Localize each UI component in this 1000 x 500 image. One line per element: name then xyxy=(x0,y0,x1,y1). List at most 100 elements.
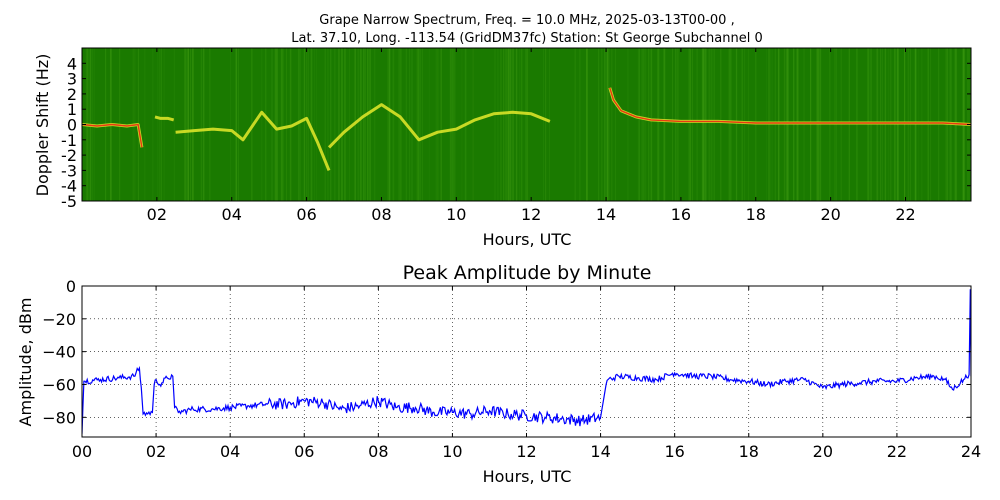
spectrogram-xtick-label: 06 xyxy=(296,205,316,224)
amplitude-xtick-label: 14 xyxy=(590,442,610,461)
noise-stripe xyxy=(418,48,419,201)
noise-stripe xyxy=(710,48,712,201)
amplitude-series-line xyxy=(82,289,971,434)
noise-stripe xyxy=(644,48,647,201)
noise-stripe xyxy=(719,48,722,201)
noise-stripe xyxy=(627,48,629,201)
noise-stripe xyxy=(526,48,529,201)
spectrogram-ytick-label: -1 xyxy=(61,131,77,150)
noise-stripe xyxy=(362,48,365,201)
figure-title-line1: Grape Narrow Spectrum, Freq. = 10.0 MHz,… xyxy=(319,13,734,28)
noise-stripe xyxy=(696,48,698,201)
noise-stripe xyxy=(286,48,287,201)
spectrogram-xtick-label: 22 xyxy=(895,205,915,224)
noise-stripe xyxy=(742,48,743,201)
noise-stripe xyxy=(691,48,693,201)
noise-stripe xyxy=(419,48,421,201)
noise-stripe xyxy=(334,48,336,201)
amplitude-ylabel: Amplitude, dBm xyxy=(16,298,35,427)
noise-stripe xyxy=(525,48,527,201)
spectrogram-xtick-label: 04 xyxy=(222,205,242,224)
noise-stripe xyxy=(512,48,514,201)
noise-stripe xyxy=(637,48,640,201)
noise-stripe xyxy=(203,48,205,201)
noise-stripe xyxy=(672,48,673,201)
noise-stripe xyxy=(144,48,146,201)
amplitude-xtick-label: 06 xyxy=(294,442,314,461)
amplitude-xtick-label: 08 xyxy=(368,442,388,461)
spectrogram-xtick-label: 20 xyxy=(820,205,840,224)
noise-stripe xyxy=(290,48,292,201)
noise-stripe xyxy=(597,48,600,201)
noise-stripe xyxy=(579,48,581,201)
noise-stripe xyxy=(192,48,194,201)
noise-stripe xyxy=(188,48,189,201)
noise-stripe xyxy=(520,48,523,201)
noise-stripe xyxy=(643,48,645,201)
noise-stripe xyxy=(472,48,474,201)
noise-stripe xyxy=(512,48,514,201)
noise-stripe xyxy=(265,48,267,201)
amplitude-xtick-label: 00 xyxy=(72,442,92,461)
noise-stripe xyxy=(190,48,191,201)
noise-stripe xyxy=(440,48,442,201)
figure-title-line2: Lat. 37.10, Long. -113.54 (GridDM37fc) S… xyxy=(291,31,762,46)
noise-stripe xyxy=(281,48,282,201)
noise-stripe xyxy=(605,48,607,201)
amplitude-xtick-label: 16 xyxy=(664,442,684,461)
noise-stripe xyxy=(305,48,307,201)
amplitude-xlabel: Hours, UTC xyxy=(483,467,572,486)
noise-stripe xyxy=(607,48,609,201)
noise-stripe xyxy=(299,48,301,201)
spectrogram-xtick-label: 08 xyxy=(371,205,391,224)
noise-stripe xyxy=(701,48,704,201)
noise-stripe xyxy=(330,48,332,201)
noise-stripe xyxy=(728,48,730,201)
noise-stripe xyxy=(160,48,162,201)
noise-stripe xyxy=(437,48,439,201)
spectrogram-ytick-label: 3 xyxy=(67,70,77,89)
noise-stripe xyxy=(398,48,401,201)
noise-stripe xyxy=(650,48,652,201)
noise-stripe xyxy=(418,48,420,201)
noise-stripe xyxy=(701,48,704,201)
noise-stripe xyxy=(360,48,362,201)
noise-stripe xyxy=(741,48,743,201)
noise-stripe xyxy=(611,48,613,201)
noise-stripe xyxy=(713,48,715,201)
amplitude-title: Peak Amplitude by Minute xyxy=(403,262,652,284)
noise-stripe xyxy=(574,48,576,201)
noise-stripe xyxy=(440,48,442,201)
noise-stripe xyxy=(389,48,391,201)
noise-stripe xyxy=(519,48,521,201)
noise-stripe xyxy=(367,48,369,201)
noise-stripe xyxy=(416,48,418,201)
noise-stripe xyxy=(744,48,746,201)
noise-stripe xyxy=(638,48,640,201)
noise-stripe xyxy=(675,48,677,201)
noise-stripe xyxy=(509,48,512,201)
noise-stripe xyxy=(677,48,679,201)
noise-stripe xyxy=(184,48,186,201)
noise-stripe xyxy=(703,48,705,201)
noise-stripe xyxy=(338,48,340,201)
amplitude-xtick-label: 04 xyxy=(220,442,240,461)
noise-stripe xyxy=(282,48,284,201)
noise-stripe xyxy=(728,48,730,201)
noise-stripe xyxy=(702,48,705,201)
noise-stripe xyxy=(601,48,603,201)
noise-stripe xyxy=(708,48,710,201)
noise-stripe xyxy=(327,48,329,201)
noise-stripe xyxy=(586,48,588,201)
noise-stripe xyxy=(545,48,547,201)
noise-stripe xyxy=(235,48,238,201)
spectrogram-xtick-label: 12 xyxy=(521,205,541,224)
noise-stripe xyxy=(704,48,706,201)
noise-stripe xyxy=(711,48,713,201)
noise-stripe xyxy=(276,48,278,201)
spectrogram-xtick-label: 18 xyxy=(746,205,766,224)
spectrogram-xtick-label: 10 xyxy=(446,205,466,224)
noise-stripe xyxy=(548,48,550,201)
noise-stripe xyxy=(186,48,188,201)
